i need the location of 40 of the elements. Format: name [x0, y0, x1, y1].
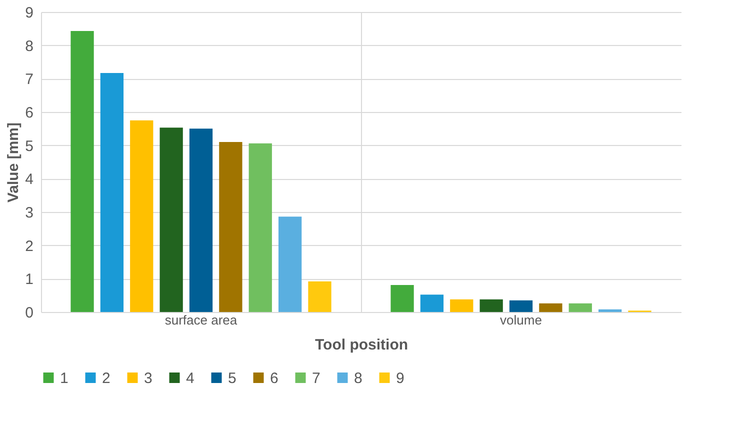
y-tick-label: 4: [25, 171, 34, 188]
bar: [100, 73, 124, 312]
bar: [189, 128, 213, 312]
bar: [598, 309, 622, 312]
legend-label: 5: [228, 370, 236, 387]
bar: [390, 285, 414, 312]
x-axis-title: Tool position: [314, 336, 408, 354]
y-tick-label: 3: [25, 204, 34, 222]
bar: [420, 294, 444, 312]
y-tick-label: 1: [25, 271, 34, 288]
bar: [248, 143, 272, 312]
y-tick-label: 9: [25, 4, 34, 22]
legend-label: 1: [60, 370, 68, 387]
legend-label: 8: [354, 370, 362, 387]
bar: [509, 300, 533, 312]
bar: [568, 303, 592, 312]
y-tick-label: 7: [25, 71, 34, 88]
x-tick-label: volume: [500, 312, 542, 328]
bar: [70, 31, 94, 312]
y-axis-title: Value [mm]: [5, 122, 22, 203]
y-tick-label: 8: [25, 38, 34, 55]
bar: [160, 128, 183, 312]
x-tick-label: surface area: [164, 312, 238, 328]
bar: [278, 216, 302, 312]
bar: [219, 142, 242, 312]
y-tick-label: 0: [25, 304, 34, 322]
y-tick-label: 2: [25, 238, 34, 255]
legend-label: 6: [270, 370, 278, 387]
bar: [539, 303, 562, 312]
bar: [480, 299, 503, 312]
legend-label: 7: [312, 370, 320, 387]
legend-label: 9: [396, 370, 404, 387]
legend-label: 4: [186, 370, 194, 387]
y-tick-label: 6: [25, 104, 34, 122]
legend-label: 2: [102, 370, 110, 387]
bar: [130, 120, 154, 312]
legend-label: 3: [144, 370, 152, 387]
y-tick-label: 5: [25, 138, 34, 155]
bar: [450, 299, 474, 312]
bar: [308, 281, 332, 312]
